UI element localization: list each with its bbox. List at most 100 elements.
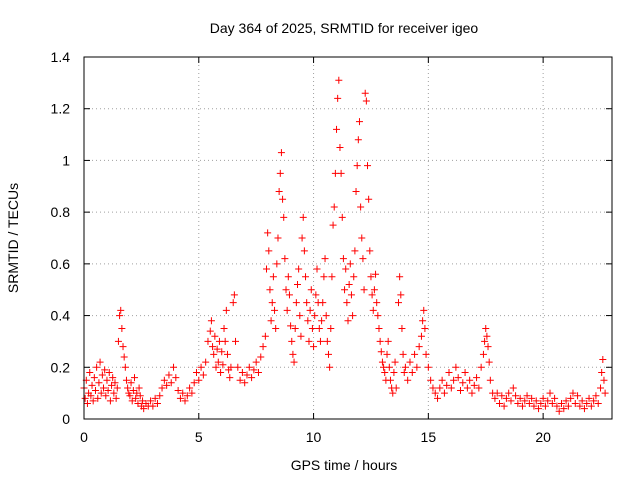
data-point (181, 397, 189, 405)
data-point (273, 260, 281, 268)
data-point (296, 312, 304, 320)
data-point (217, 368, 225, 376)
x-tick-label: 5 (195, 429, 203, 445)
data-point (95, 379, 103, 387)
data-point (291, 325, 299, 332)
data-point (408, 368, 416, 376)
data-point (226, 374, 234, 382)
data-point (349, 312, 357, 320)
data-point (420, 306, 428, 314)
data-point (523, 392, 531, 400)
x-axis-label: GPS time / hours (291, 457, 398, 473)
data-point (452, 363, 460, 371)
data-point (355, 118, 363, 126)
data-point (90, 374, 98, 382)
y-axis-label: SRMTID / TECUs (5, 183, 21, 293)
y-tick-label: 1.4 (51, 49, 71, 65)
data-point (227, 363, 235, 371)
data-point (404, 376, 412, 384)
data-point (395, 299, 403, 307)
data-point (406, 358, 414, 366)
data-point (445, 368, 453, 376)
data-point (263, 265, 271, 273)
data-point (346, 260, 354, 268)
data-point (241, 379, 249, 387)
data-point (245, 363, 253, 371)
data-point (500, 402, 508, 410)
data-point (197, 363, 205, 371)
data-point (434, 394, 442, 402)
data-point (422, 350, 430, 358)
data-point (551, 394, 559, 402)
data-point (484, 343, 492, 351)
data-point (440, 389, 448, 397)
data-point (391, 358, 399, 366)
data-point (339, 255, 347, 263)
data-point (267, 317, 275, 325)
data-point (158, 384, 166, 392)
data-point (265, 247, 273, 255)
data-point (153, 399, 161, 407)
data-point (417, 332, 425, 340)
data-point (341, 286, 349, 294)
data-point (427, 376, 435, 384)
x-tick-label: 0 (80, 429, 88, 445)
data-point (548, 399, 556, 407)
grid-lines (84, 57, 612, 419)
data-point (569, 389, 577, 397)
data-point (338, 213, 346, 221)
data-point (369, 306, 377, 314)
data-point (370, 286, 378, 294)
data-point (360, 286, 368, 294)
data-point (174, 387, 182, 395)
data-point (450, 376, 458, 384)
data-point (400, 368, 408, 376)
data-point (398, 325, 406, 332)
data-point (257, 353, 265, 361)
data-point (88, 381, 96, 389)
data-point (541, 402, 549, 410)
data-point (204, 337, 212, 345)
data-point (557, 399, 565, 407)
data-point (315, 325, 323, 332)
data-point (149, 402, 157, 410)
data-point (176, 394, 184, 402)
data-point (259, 343, 267, 351)
data-point (383, 350, 391, 358)
data-point (190, 379, 198, 387)
data-point (124, 384, 132, 392)
data-point (313, 265, 321, 273)
data-point (210, 350, 218, 358)
data-point (293, 281, 301, 289)
data-point (308, 325, 316, 332)
data-point (530, 402, 538, 410)
data-point (211, 332, 219, 340)
data-point (277, 149, 285, 157)
data-point (351, 247, 359, 255)
data-point (214, 358, 222, 366)
data-point (114, 337, 122, 345)
data-point (571, 399, 579, 407)
data-point (466, 376, 474, 384)
data-point (397, 291, 405, 299)
data-point (483, 332, 491, 340)
data-point (147, 397, 155, 405)
data-point (353, 162, 361, 170)
data-point (283, 306, 291, 314)
data-point (481, 337, 489, 345)
data-point (223, 350, 231, 358)
data-point (83, 399, 91, 407)
data-point (220, 325, 228, 332)
data-point (285, 291, 293, 299)
data-point (172, 374, 180, 382)
data-point (601, 389, 609, 397)
data-point (266, 286, 274, 294)
data-point (268, 299, 276, 307)
data-point (482, 325, 490, 332)
data-point (580, 405, 588, 413)
data-point (509, 384, 517, 392)
data-point (477, 363, 485, 371)
data-point (376, 337, 384, 345)
data-point (377, 348, 385, 356)
data-point (212, 363, 220, 371)
